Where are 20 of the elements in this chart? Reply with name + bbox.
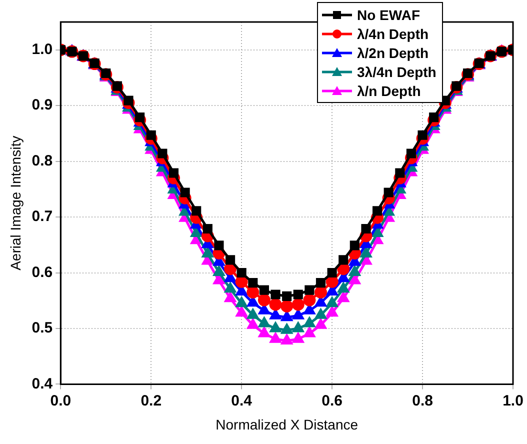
y-tick-label: 0.8 xyxy=(32,152,53,170)
y-tick-label: 0.7 xyxy=(32,208,53,226)
legend-label: 3λ/4n Depth xyxy=(357,64,436,80)
y-tick-label: 0.9 xyxy=(32,96,53,114)
y-axis-title: Aerial Image Intensity xyxy=(7,136,24,270)
y-tick-label: 0.5 xyxy=(32,320,53,337)
legend-label: λ/4n Depth xyxy=(357,26,429,42)
x-tick-label: 0.6 xyxy=(322,392,342,410)
y-tick-label: 0.4 xyxy=(32,375,54,392)
x-tick-label: 1.0 xyxy=(502,392,524,410)
x-tick-label: 0.2 xyxy=(140,392,162,410)
y-tick-label: 1.0 xyxy=(32,41,53,58)
legend-label: No EWAF xyxy=(357,6,420,22)
x-tick-label: 0.4 xyxy=(231,392,253,410)
legend-label: λ/n Depth xyxy=(357,82,421,98)
x-tick-label: 0.8 xyxy=(412,392,433,410)
x-axis-title: Normalized X Distance xyxy=(216,416,358,432)
y-tick-label: 0.6 xyxy=(32,264,53,281)
x-tick-label: 0.0 xyxy=(50,392,72,410)
legend-label: λ/2n Depth xyxy=(357,44,429,60)
